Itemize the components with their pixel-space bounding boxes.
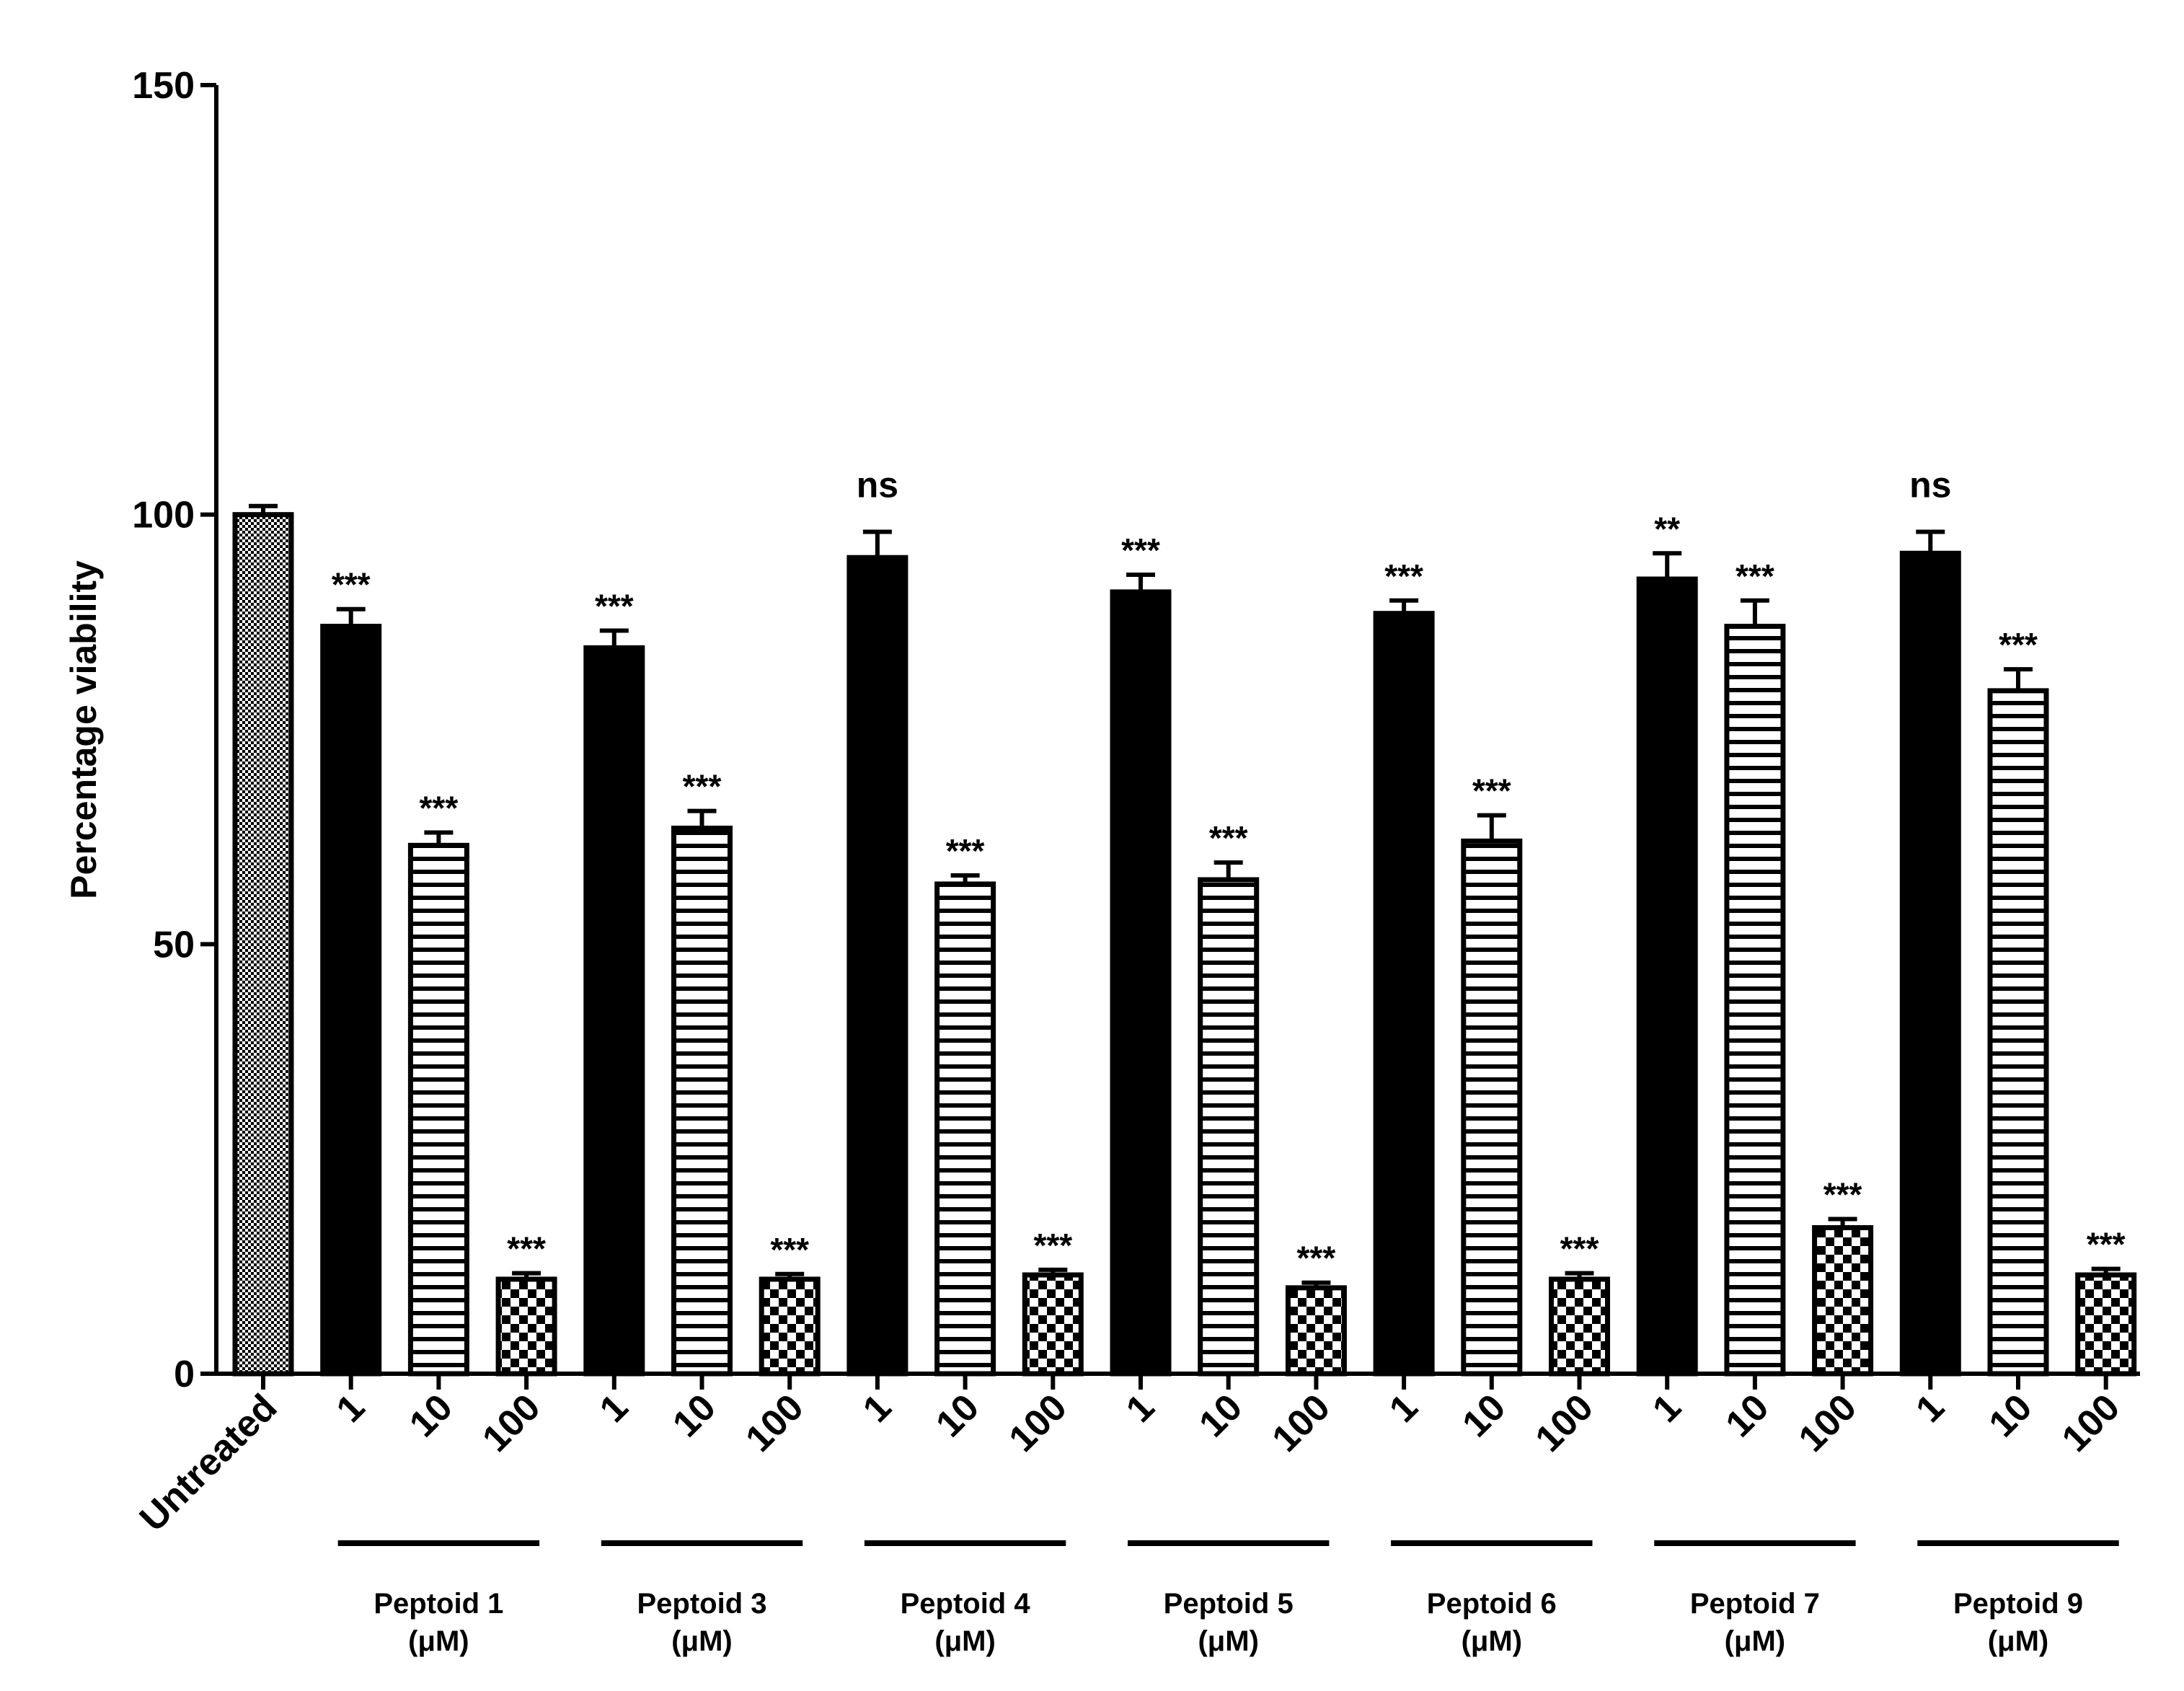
bar (1812, 1224, 1874, 1377)
x-tick-label: 1 (1908, 1386, 1952, 1430)
group-label: Peptoid 4 (901, 1588, 1031, 1620)
group-unit-label: (μM) (671, 1625, 732, 1657)
x-tick-label: 10 (928, 1386, 987, 1445)
bar (495, 1276, 557, 1377)
group-label: Peptoid 5 (1164, 1588, 1294, 1620)
bar (1899, 550, 1961, 1377)
significance-label: *** (1121, 531, 1160, 569)
significance-label: *** (420, 789, 459, 826)
x-tick-label: 100 (1528, 1386, 1601, 1460)
x-tick-label: 10 (1717, 1386, 1777, 1445)
significance-label: *** (2087, 1226, 2126, 1263)
group-label: Peptoid 6 (1427, 1588, 1557, 1620)
bar (846, 555, 908, 1377)
group-label: Peptoid 1 (373, 1588, 503, 1620)
group-label: Peptoid 3 (637, 1588, 766, 1620)
x-tick-label: 100 (2054, 1386, 2128, 1460)
significance-label: *** (1999, 626, 2038, 663)
x-tick-label: 1 (1381, 1386, 1425, 1430)
x-tick-label: 100 (1001, 1386, 1074, 1460)
x-tick-label: 100 (738, 1386, 811, 1460)
x-tick-label: 1 (1118, 1386, 1162, 1430)
bar (1285, 1285, 1347, 1377)
significance-label: *** (1823, 1176, 1862, 1214)
x-tick-label: Untreated (132, 1386, 286, 1540)
x-tick-label: 10 (1454, 1386, 1513, 1445)
bar (1110, 589, 1172, 1377)
significance-label: *** (683, 768, 722, 805)
x-tick-label: 1 (855, 1386, 899, 1430)
significance-label: ns (1909, 464, 1951, 505)
bar (1549, 1276, 1610, 1377)
bar (2075, 1272, 2137, 1377)
bar (1636, 576, 1698, 1377)
group-unit-label: (μM) (1462, 1625, 1522, 1657)
significance-label: *** (770, 1231, 809, 1268)
x-tick-label: 10 (1191, 1386, 1250, 1445)
bar (1461, 838, 1523, 1377)
group-unit-label: (μM) (1988, 1625, 2048, 1657)
x-tick-label: 100 (474, 1386, 548, 1460)
bar (320, 624, 382, 1377)
bar (671, 826, 733, 1377)
group-unit-label: (μM) (408, 1625, 469, 1657)
x-tick-label: 1 (592, 1386, 636, 1430)
group-unit-label: (μM) (1198, 1625, 1258, 1657)
x-tick-label: 10 (1981, 1386, 2041, 1445)
x-tick-label: 100 (1265, 1386, 1338, 1460)
significance-label: *** (507, 1230, 546, 1268)
significance-label: *** (1472, 772, 1511, 810)
significance-label: *** (332, 566, 371, 604)
significance-label: *** (595, 587, 634, 624)
bar (1022, 1272, 1084, 1377)
x-tick-label: 1 (329, 1386, 373, 1430)
significance-label: *** (1209, 819, 1248, 857)
bar (407, 842, 469, 1377)
x-tick-label: 100 (1791, 1386, 1865, 1460)
y-tick-label: 150 (132, 65, 195, 107)
significance-label: *** (946, 832, 985, 870)
bar (934, 881, 996, 1377)
bar (759, 1276, 821, 1377)
x-tick-label: 10 (665, 1386, 724, 1445)
significance-label: *** (1560, 1230, 1599, 1268)
bar (1198, 877, 1260, 1377)
bar (1724, 624, 1786, 1377)
group-label: Peptoid 9 (1953, 1588, 2083, 1620)
group-unit-label: (μM) (934, 1625, 995, 1657)
bar (1373, 611, 1435, 1377)
y-tick-label: 100 (132, 495, 195, 537)
x-tick-label: 1 (1645, 1386, 1689, 1430)
significance-label: *** (1033, 1227, 1072, 1264)
significance-label: *** (1297, 1240, 1336, 1277)
significance-label: ** (1654, 510, 1680, 547)
significance-label: ns (857, 464, 898, 505)
group-unit-label: (μM) (1725, 1625, 1785, 1657)
y-tick-label: 0 (174, 1354, 195, 1395)
group-label: Peptoid 7 (1690, 1588, 1820, 1620)
significance-label: *** (1384, 557, 1423, 595)
x-tick-label: 10 (402, 1386, 461, 1445)
bar (1987, 688, 2049, 1377)
y-tick-label: 50 (153, 924, 195, 966)
bar (583, 645, 645, 1377)
bar (232, 512, 294, 1377)
significance-label: *** (1736, 557, 1774, 595)
bars (232, 503, 2137, 1377)
y-axis-title: Percentage viability (63, 560, 104, 899)
